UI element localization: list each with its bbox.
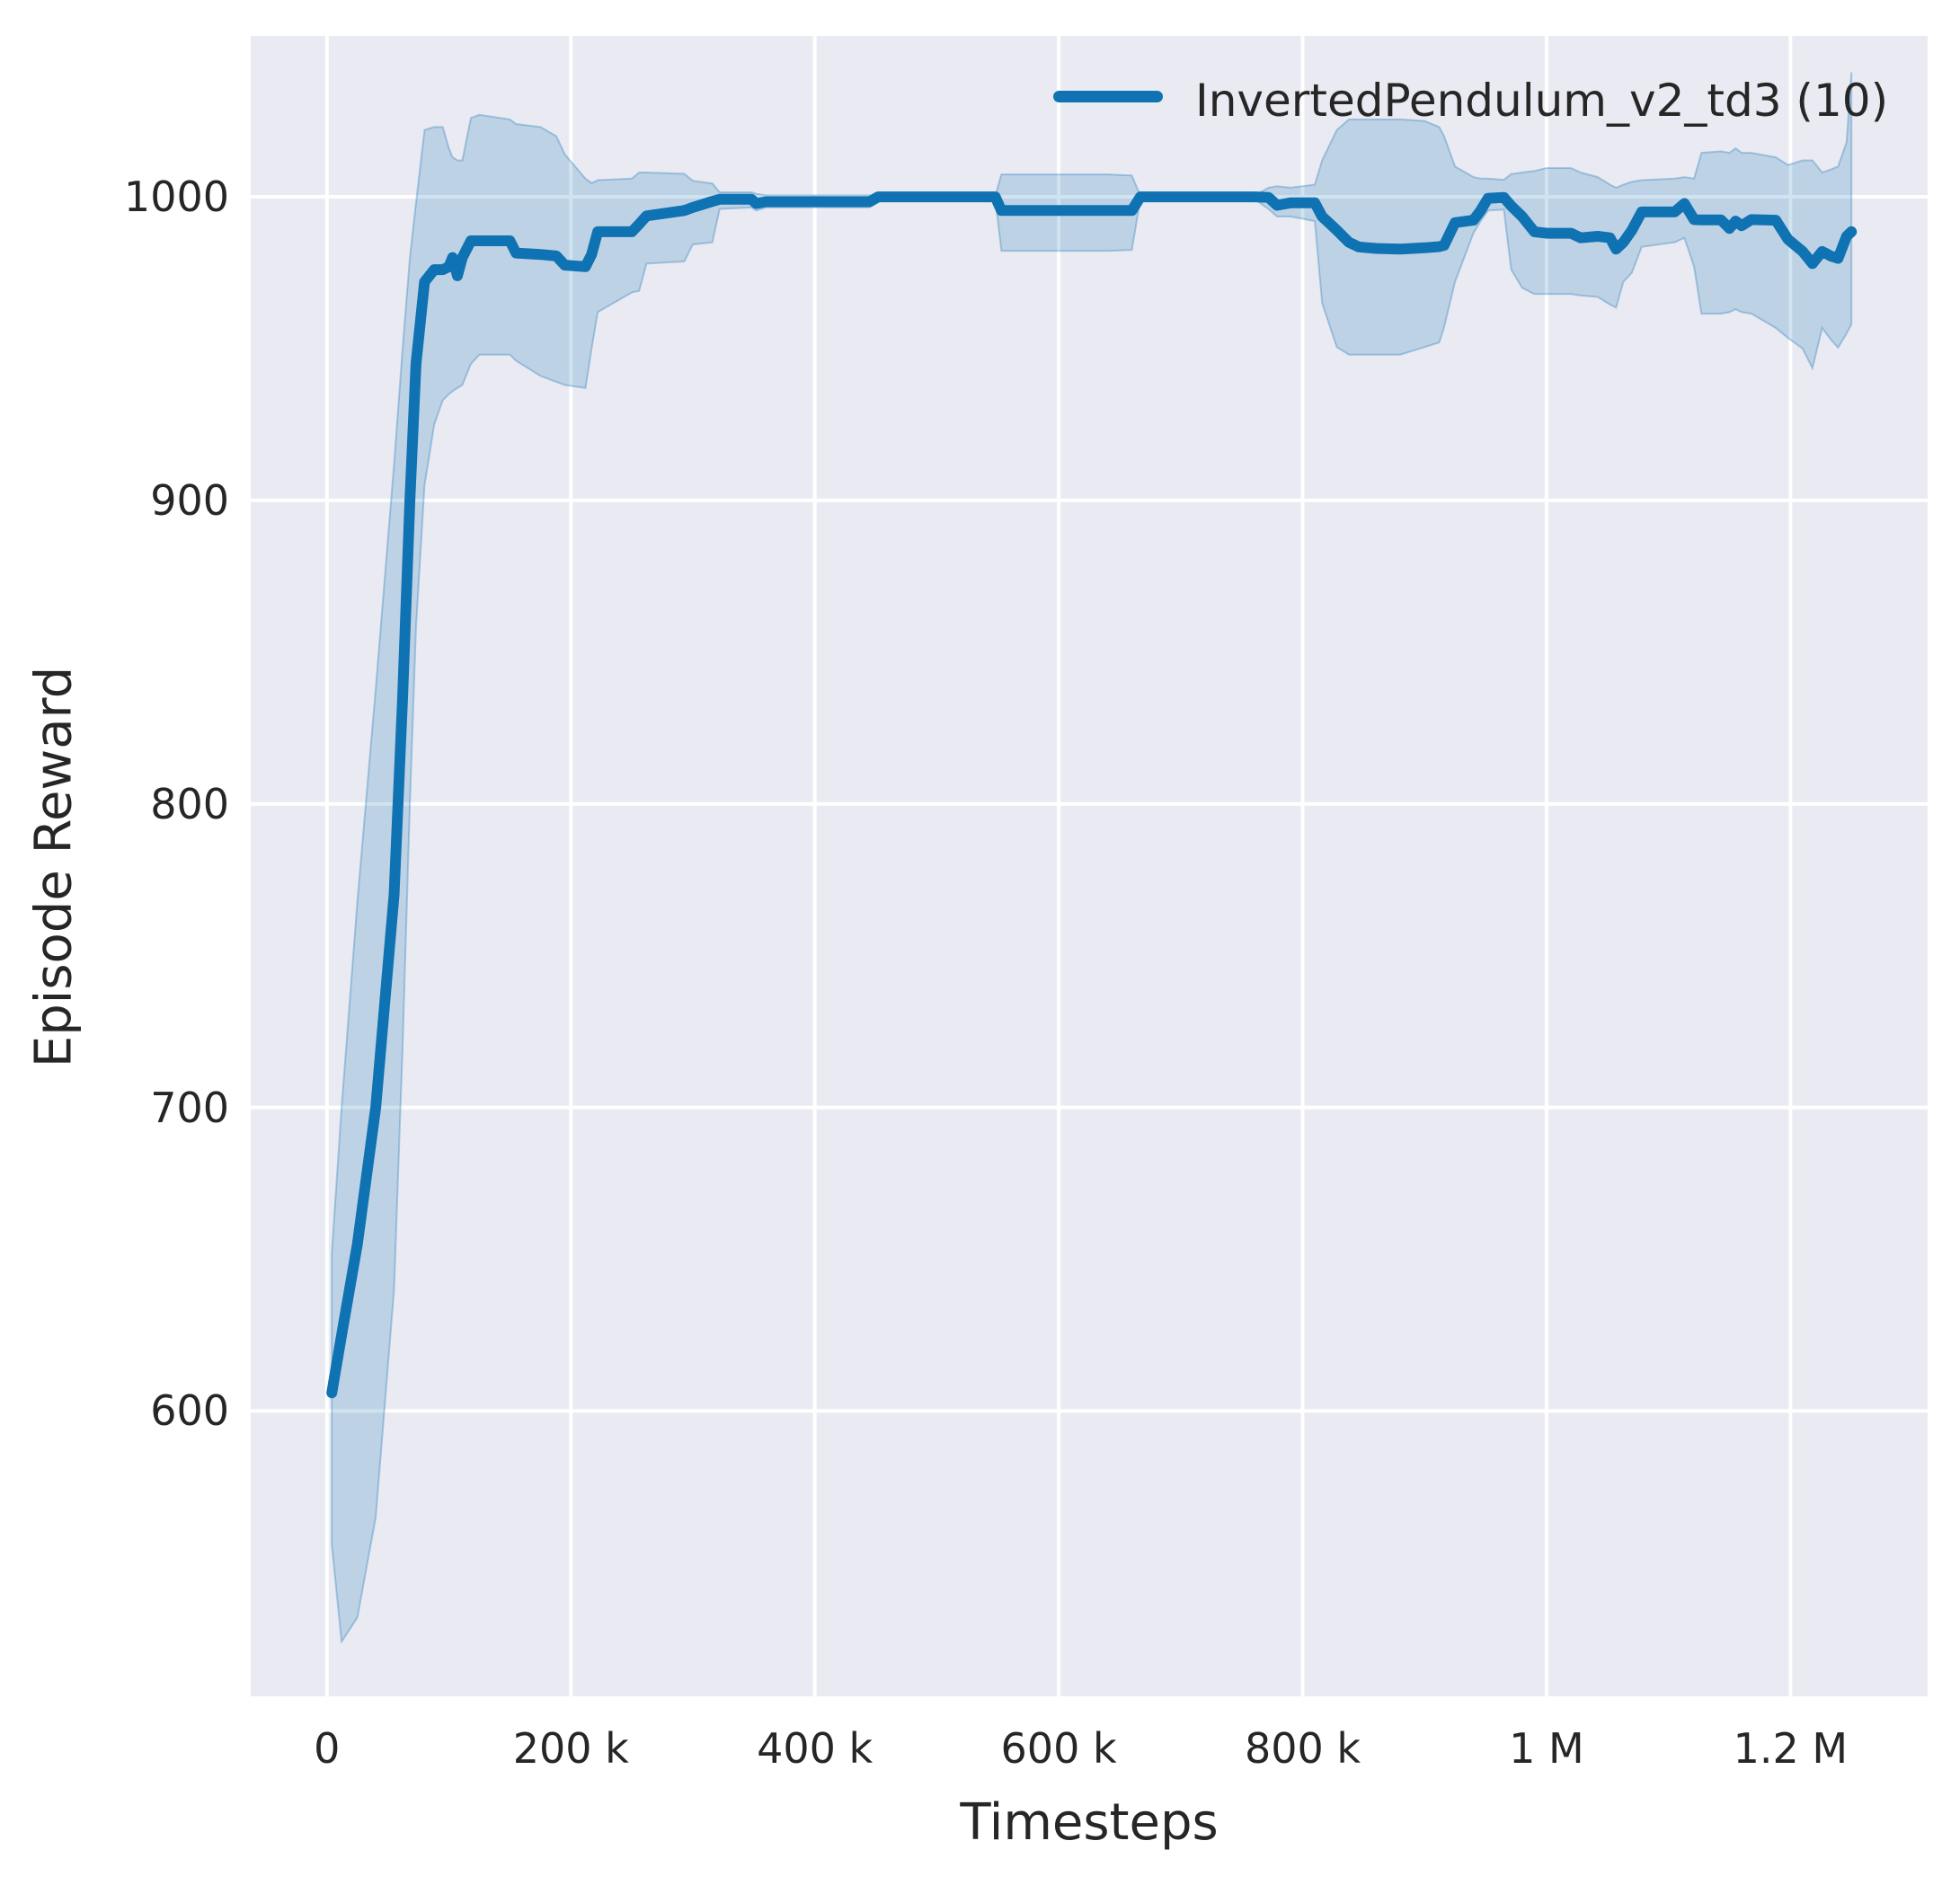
- legend-line-sample: [1053, 91, 1163, 102]
- y-tick-label: 1000: [123, 173, 229, 222]
- x-tick-label: 1 M: [1509, 1724, 1584, 1773]
- x-tick-label: 0: [314, 1724, 341, 1773]
- x-tick-label: 400 k: [757, 1724, 874, 1773]
- x-tick-label: 600 k: [1000, 1724, 1117, 1773]
- y-tick-label: 800: [150, 779, 229, 828]
- y-tick-label: 900: [150, 475, 229, 525]
- mean-reward-line: [326, 191, 1858, 1399]
- x-tick-label: 200 k: [512, 1724, 629, 1773]
- x-axis-label: Timesteps: [960, 1793, 1219, 1852]
- y-tick-label: 600: [150, 1386, 229, 1436]
- y-axis-label: Episode Reward: [24, 666, 84, 1068]
- y-tick-label: 700: [150, 1083, 229, 1132]
- x-tick-label: 800 k: [1244, 1724, 1361, 1773]
- confidence-band: [331, 72, 1853, 1645]
- chart-canvas: [251, 36, 1928, 1696]
- legend-label: InvertedPendulum_v2_td3 (10): [1195, 75, 1889, 127]
- x-tick-label: 1.2 M: [1733, 1724, 1849, 1773]
- plot-area: InvertedPendulum_v2_td3 (10): [251, 36, 1928, 1696]
